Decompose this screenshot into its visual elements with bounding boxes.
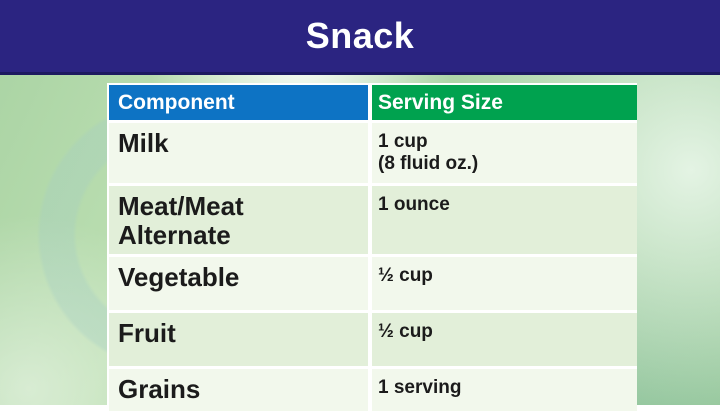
slide-title: Snack xyxy=(305,15,415,56)
serving-cell: ½ cup xyxy=(372,313,637,366)
component-cell: Milk xyxy=(109,123,368,183)
table-header-serving: Serving Size xyxy=(372,85,637,120)
component-cell: Vegetable xyxy=(109,257,368,310)
table-row-fruit: Fruit ½ cup xyxy=(109,313,637,366)
table-row-meat: Meat/Meat Alternate 1 ounce xyxy=(109,186,637,254)
snack-table: Component Serving Size Milk 1 cup (8 flu… xyxy=(107,83,637,414)
table-header-row: Component Serving Size xyxy=(109,85,637,120)
serving-cell: 1 serving xyxy=(372,369,637,411)
table-row-milk: Milk 1 cup (8 fluid oz.) xyxy=(109,123,637,183)
serving-cell: 1 ounce xyxy=(372,186,637,254)
serving-cell: 1 cup (8 fluid oz.) xyxy=(372,123,637,183)
table-row-grains: Grains 1 serving xyxy=(109,369,637,411)
component-cell: Grains xyxy=(109,369,368,411)
table-row-vegetable: Vegetable ½ cup xyxy=(109,257,637,310)
serving-cell: ½ cup xyxy=(372,257,637,310)
component-cell: Meat/Meat Alternate xyxy=(109,186,368,254)
component-cell: Fruit xyxy=(109,313,368,366)
slide-title-banner: Snack xyxy=(0,0,720,75)
table-header-component: Component xyxy=(109,85,368,120)
